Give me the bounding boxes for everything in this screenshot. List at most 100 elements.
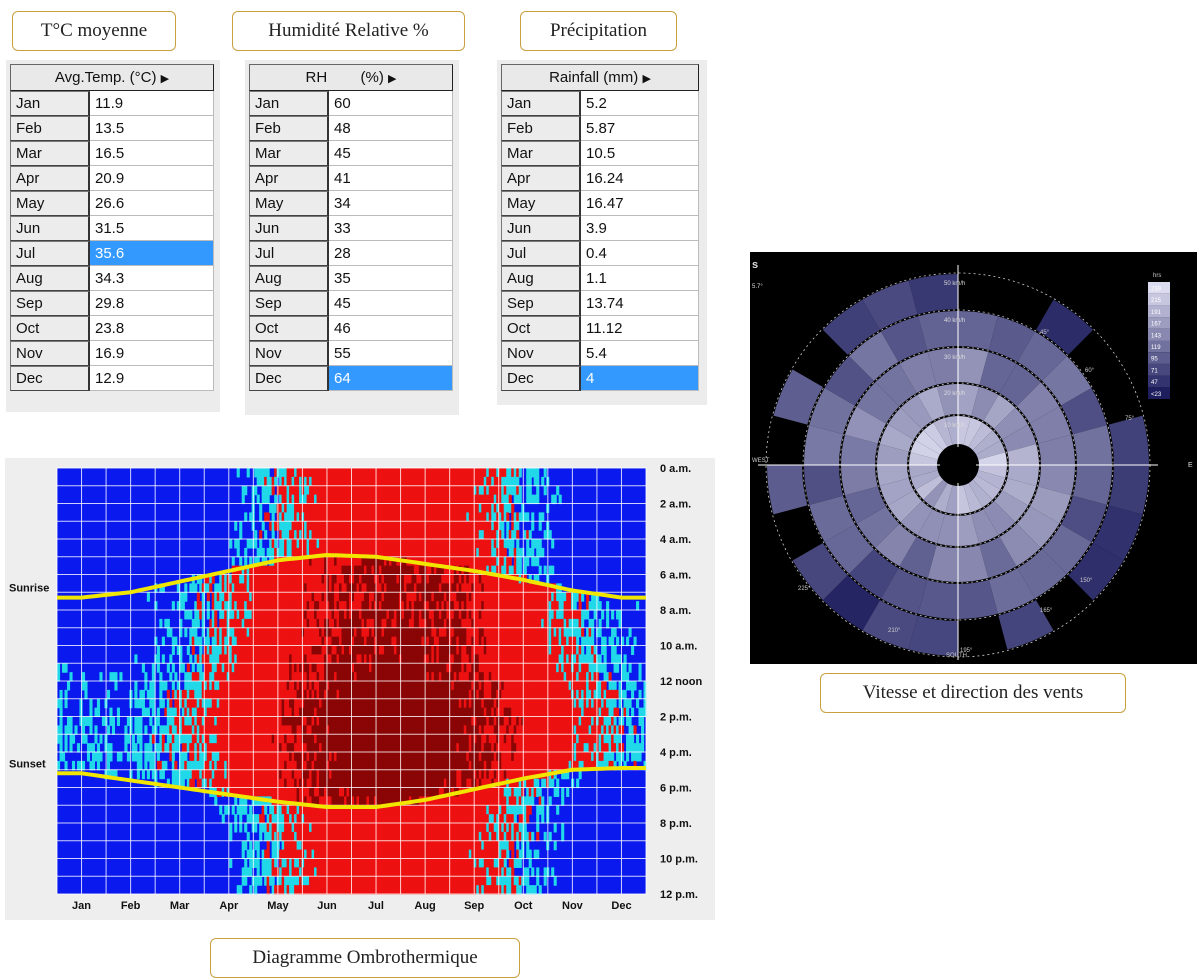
month-cell[interactable]: Dec: [10, 366, 90, 391]
value-cell[interactable]: 34: [329, 191, 453, 216]
table-row[interactable]: Jan 5.2: [501, 91, 699, 116]
table-row[interactable]: Apr 41: [249, 166, 453, 191]
value-cell[interactable]: 35: [329, 266, 453, 291]
month-cell[interactable]: Jul: [10, 241, 90, 266]
value-cell[interactable]: 11.12: [581, 316, 699, 341]
value-cell[interactable]: 5.4: [581, 341, 699, 366]
value-cell[interactable]: 55: [329, 341, 453, 366]
month-cell[interactable]: Jan: [10, 91, 90, 116]
table-row[interactable]: Oct 11.12: [501, 316, 699, 341]
value-cell[interactable]: 16.24: [581, 166, 699, 191]
table-row[interactable]: Aug 1.1: [501, 266, 699, 291]
table-row[interactable]: Feb 13.5: [10, 116, 214, 141]
temp-table-header[interactable]: Avg.Temp. (°C) ▶: [10, 64, 214, 91]
value-cell[interactable]: 29.8: [90, 291, 214, 316]
table-row[interactable]: Nov 16.9: [10, 341, 214, 366]
month-cell[interactable]: Apr: [501, 166, 581, 191]
month-cell[interactable]: Nov: [501, 341, 581, 366]
month-cell[interactable]: May: [501, 191, 581, 216]
value-cell[interactable]: 16.47: [581, 191, 699, 216]
value-cell[interactable]: 45: [329, 291, 453, 316]
month-cell[interactable]: Aug: [501, 266, 581, 291]
month-cell[interactable]: Oct: [501, 316, 581, 341]
month-cell[interactable]: Aug: [249, 266, 329, 291]
value-cell[interactable]: 4: [581, 366, 699, 391]
table-row[interactable]: Jan 11.9: [10, 91, 214, 116]
month-cell[interactable]: Feb: [249, 116, 329, 141]
value-cell[interactable]: 34.3: [90, 266, 214, 291]
value-cell[interactable]: 35.6: [90, 241, 214, 266]
table-row[interactable]: Jun 3.9: [501, 216, 699, 241]
value-cell[interactable]: 5.87: [581, 116, 699, 141]
month-cell[interactable]: Sep: [10, 291, 90, 316]
table-row[interactable]: May 26.6: [10, 191, 214, 216]
value-cell[interactable]: 13.5: [90, 116, 214, 141]
month-cell[interactable]: Nov: [10, 341, 90, 366]
table-row[interactable]: Dec 12.9: [10, 366, 214, 391]
value-cell[interactable]: 0.4: [581, 241, 699, 266]
table-row[interactable]: Sep 13.74: [501, 291, 699, 316]
month-cell[interactable]: May: [10, 191, 90, 216]
table-row[interactable]: Feb 5.87: [501, 116, 699, 141]
table-row[interactable]: Jun 33: [249, 216, 453, 241]
value-cell[interactable]: 45: [329, 141, 453, 166]
value-cell[interactable]: 31.5: [90, 216, 214, 241]
month-cell[interactable]: Dec: [249, 366, 329, 391]
table-row[interactable]: Dec 64: [249, 366, 453, 391]
value-cell[interactable]: 13.74: [581, 291, 699, 316]
month-cell[interactable]: Feb: [501, 116, 581, 141]
table-row[interactable]: Sep 45: [249, 291, 453, 316]
month-cell[interactable]: Jun: [501, 216, 581, 241]
table-row[interactable]: Nov 5.4: [501, 341, 699, 366]
value-cell[interactable]: 3.9: [581, 216, 699, 241]
month-cell[interactable]: Jun: [10, 216, 90, 241]
table-row[interactable]: Nov 55: [249, 341, 453, 366]
table-row[interactable]: Apr 16.24: [501, 166, 699, 191]
month-cell[interactable]: Jan: [249, 91, 329, 116]
table-row[interactable]: Mar 45: [249, 141, 453, 166]
month-cell[interactable]: Mar: [10, 141, 90, 166]
table-row[interactable]: Oct 46: [249, 316, 453, 341]
month-cell[interactable]: Nov: [249, 341, 329, 366]
month-cell[interactable]: Jul: [249, 241, 329, 266]
value-cell[interactable]: 41: [329, 166, 453, 191]
month-cell[interactable]: Mar: [249, 141, 329, 166]
month-cell[interactable]: Jun: [249, 216, 329, 241]
table-row[interactable]: Jan 60: [249, 91, 453, 116]
table-row[interactable]: Jun 31.5: [10, 216, 214, 241]
value-cell[interactable]: 23.8: [90, 316, 214, 341]
table-row[interactable]: Jul 35.6: [10, 241, 214, 266]
value-cell[interactable]: 60: [329, 91, 453, 116]
table-row[interactable]: Aug 34.3: [10, 266, 214, 291]
table-row[interactable]: Jul 0.4: [501, 241, 699, 266]
value-cell[interactable]: 12.9: [90, 366, 214, 391]
value-cell[interactable]: 46: [329, 316, 453, 341]
table-row[interactable]: Apr 20.9: [10, 166, 214, 191]
value-cell[interactable]: 1.1: [581, 266, 699, 291]
value-cell[interactable]: 16.9: [90, 341, 214, 366]
table-row[interactable]: May 16.47: [501, 191, 699, 216]
table-row[interactable]: Aug 35: [249, 266, 453, 291]
value-cell[interactable]: 48: [329, 116, 453, 141]
table-row[interactable]: May 34: [249, 191, 453, 216]
value-cell[interactable]: 28: [329, 241, 453, 266]
value-cell[interactable]: 64: [329, 366, 453, 391]
value-cell[interactable]: 20.9: [90, 166, 214, 191]
month-cell[interactable]: Sep: [501, 291, 581, 316]
month-cell[interactable]: Jan: [501, 91, 581, 116]
month-cell[interactable]: Sep: [249, 291, 329, 316]
month-cell[interactable]: Aug: [10, 266, 90, 291]
month-cell[interactable]: Apr: [249, 166, 329, 191]
value-cell[interactable]: 16.5: [90, 141, 214, 166]
value-cell[interactable]: 10.5: [581, 141, 699, 166]
table-row[interactable]: Mar 10.5: [501, 141, 699, 166]
value-cell[interactable]: 11.9: [90, 91, 214, 116]
month-cell[interactable]: May: [249, 191, 329, 216]
table-row[interactable]: Dec 4: [501, 366, 699, 391]
value-cell[interactable]: 5.2: [581, 91, 699, 116]
rh-table-header[interactable]: RH (%) ▶: [249, 64, 453, 91]
precip-table-header[interactable]: Rainfall (mm) ▶: [501, 64, 699, 91]
value-cell[interactable]: 26.6: [90, 191, 214, 216]
month-cell[interactable]: Mar: [501, 141, 581, 166]
month-cell[interactable]: Dec: [501, 366, 581, 391]
